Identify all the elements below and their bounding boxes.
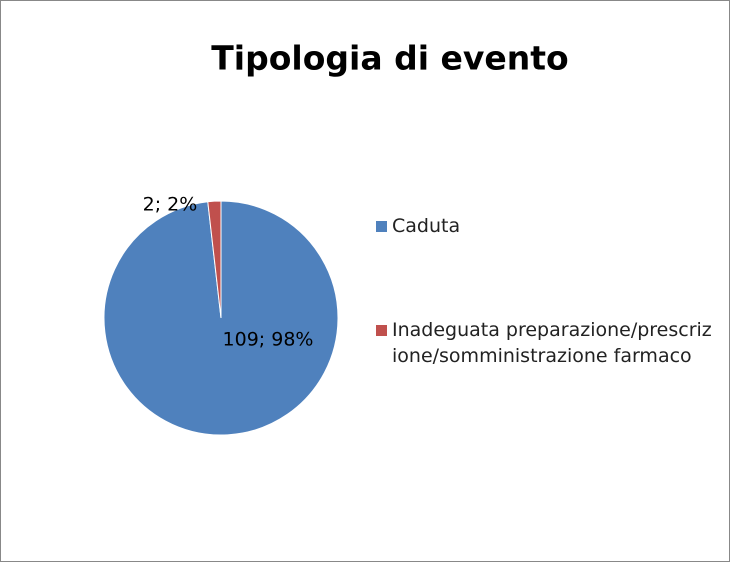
legend-label: Inadeguata preparazione/prescrizione/som… <box>392 319 712 367</box>
data-label: 2; 2% <box>143 194 198 216</box>
chart-title: Tipologia di evento <box>211 39 568 78</box>
legend-label: Caduta <box>392 215 461 237</box>
legend-swatch <box>376 325 387 336</box>
pie-slice <box>207 200 222 319</box>
legend-swatch <box>376 221 387 232</box>
data-label: 109; 98% <box>223 329 314 351</box>
